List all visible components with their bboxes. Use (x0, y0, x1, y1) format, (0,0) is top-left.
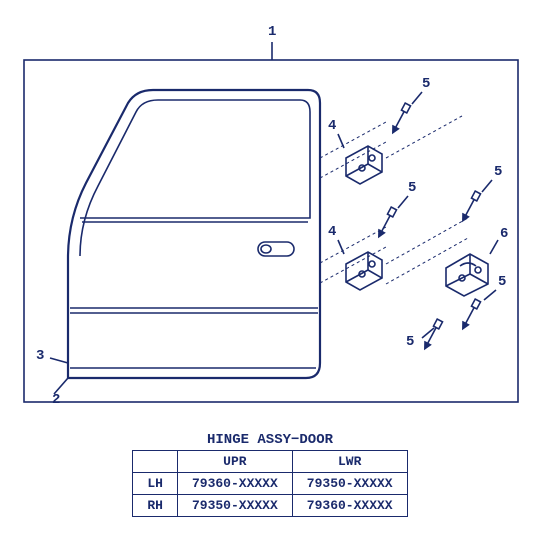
table-title: HINGE ASSY−DOOR (98, 432, 442, 448)
exploded-diagram: 1 2 3 4 4 5 5 5 5 5 6 (8, 8, 532, 428)
col-lwr: LWR (292, 451, 407, 473)
callout-4-upper: 4 (328, 118, 336, 134)
cell: 79360-XXXXX (177, 473, 292, 495)
callout-1: 1 (268, 24, 276, 40)
callout-3: 3 (36, 348, 44, 364)
cell: 79350-XXXXX (177, 495, 292, 517)
callout-6: 6 (500, 226, 508, 242)
table-row: LH 79360-XXXXX 79350-XXXXX (133, 473, 407, 495)
hinge-part-table: UPR LWR LH 79360-XXXXX 79350-XXXXX RH 79… (132, 450, 407, 517)
diagram-svg (8, 8, 532, 428)
callout-5-c: 5 (494, 164, 502, 180)
callout-5-e: 5 (498, 274, 506, 290)
table-corner-blank (133, 451, 178, 473)
cell: 79360-XXXXX (292, 495, 407, 517)
callout-4-lower: 4 (328, 224, 336, 240)
table-row: RH 79350-XXXXX 79360-XXXXX (133, 495, 407, 517)
callout-5-a: 5 (422, 76, 430, 92)
callout-2: 2 (52, 392, 60, 408)
row-label-lh: LH (133, 473, 178, 495)
callout-5-b: 5 (408, 180, 416, 196)
cell: 79350-XXXXX (292, 473, 407, 495)
col-upr: UPR (177, 451, 292, 473)
table-header-row: UPR LWR (133, 451, 407, 473)
callout-5-d: 5 (406, 334, 414, 350)
row-label-rh: RH (133, 495, 178, 517)
